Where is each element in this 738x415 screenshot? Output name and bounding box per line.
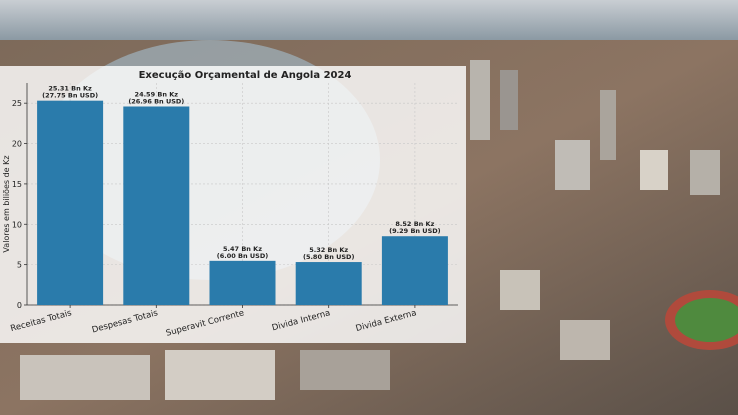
bar <box>209 260 276 305</box>
y-tick-label: 10 <box>12 220 22 229</box>
y-tick-label: 15 <box>12 180 22 189</box>
bar-value-label-kz: 25.31 Bn Kz <box>48 85 92 93</box>
x-tick-label: Divida Externa <box>355 308 418 334</box>
bar-value-label-kz: 24.59 Bn Kz <box>135 90 179 98</box>
bar-value-label-usd: (9.29 Bn USD) <box>389 227 440 235</box>
bar-value-label-usd: (6.00 Bn USD) <box>217 252 268 260</box>
chart-title: Execução Orçamental de Angola 2024 <box>139 70 352 81</box>
y-tick-label: 20 <box>12 140 22 149</box>
bar <box>381 236 448 305</box>
chart-panel: Execução Orçamental de Angola 2024 0 5 10 1… <box>0 66 466 343</box>
bar-value-label-usd: (27.75 Bn USD) <box>42 92 98 100</box>
bar-value-label-usd: (26.96 Bn USD) <box>128 97 184 105</box>
bar <box>37 100 104 305</box>
bar <box>295 262 362 305</box>
bar-value-label-kz: 5.47 Bn Kz <box>223 245 262 253</box>
y-tick-label: 5 <box>17 261 22 270</box>
x-tick-label: Divida Interna <box>271 308 332 333</box>
bar-chart: Execução Orçamental de Angola 2024 0 5 10 1… <box>2 70 458 339</box>
bars: 25.31 Bn Kz(27.75 Bn USD) 24.59 Bn Kz(26.… <box>37 85 448 305</box>
x-tick-label: Receitas Totais <box>9 308 73 334</box>
bar-value-label-kz: 8.52 Bn Kz <box>395 220 434 228</box>
bar-value-label-usd: (5.80 Bn USD) <box>303 253 354 261</box>
bar-value-label-kz: 5.32 Bn Kz <box>309 246 348 254</box>
y-tick-label: 25 <box>12 99 22 108</box>
y-axis-label: Valores em biliões de Kz <box>2 155 11 252</box>
y-tick-label: 0 <box>17 301 22 310</box>
bar <box>123 106 190 305</box>
x-tick-label: Despesas Totais <box>91 308 160 335</box>
x-tick-label: Superavit Corrente <box>165 308 245 338</box>
